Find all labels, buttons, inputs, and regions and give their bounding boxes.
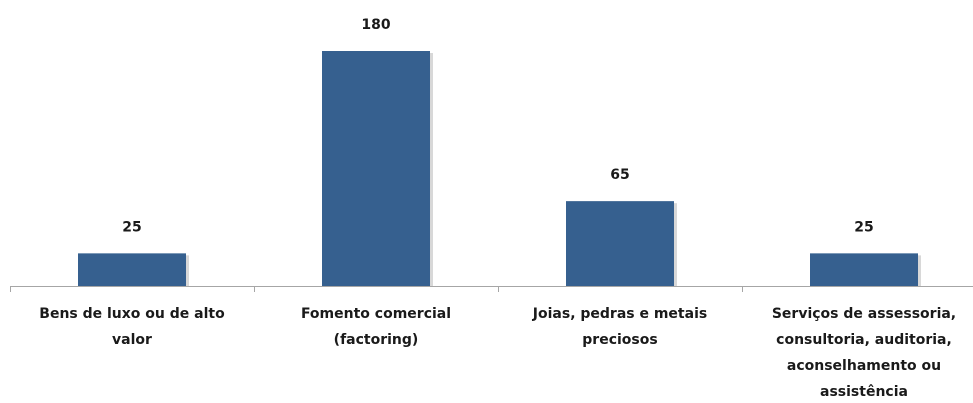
category-labels-group: Bens de luxo ou de alto valor Fomento come…: [39, 306, 956, 400]
bar: [566, 201, 674, 286]
data-label: 25: [122, 219, 141, 235]
data-label: 65: [610, 167, 629, 183]
data-label: 25: [854, 219, 873, 235]
data-label: 180: [361, 17, 390, 33]
bar: [810, 253, 918, 286]
bars-group: [78, 51, 921, 286]
bar: [78, 253, 186, 286]
bar: [322, 51, 430, 286]
x-axis-ticks-group: [10, 286, 743, 292]
category-label: Bens de luxo ou de alto valor: [39, 306, 225, 348]
data-labels-group: 25 180 65 25: [122, 17, 873, 235]
category-label: Joias, pedras e metais preciosos: [532, 306, 707, 348]
category-label: Serviços de assessoria, consultoria, audi…: [772, 306, 956, 400]
category-label: Fomento comercial (factoring): [301, 306, 451, 348]
